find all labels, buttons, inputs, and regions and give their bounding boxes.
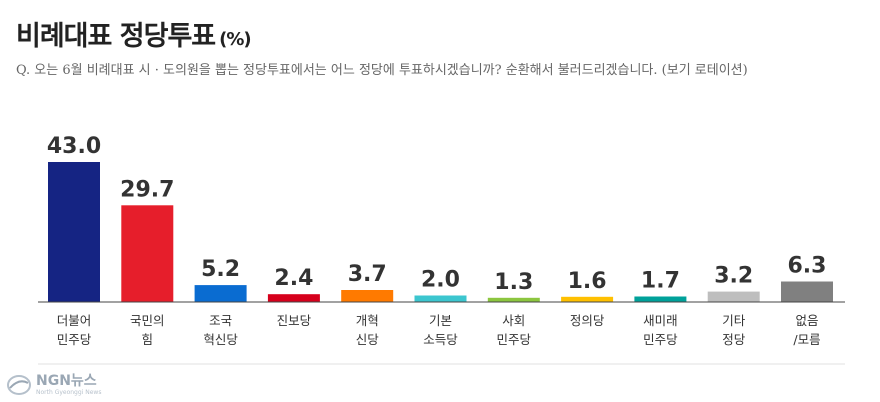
category-label-line: 기본	[429, 313, 452, 328]
bar-6	[488, 298, 540, 302]
category-label-line: 정당	[722, 332, 746, 347]
bar-10	[781, 282, 833, 303]
bar-8	[634, 297, 686, 303]
category-label-line: 사회	[502, 313, 525, 328]
bar-1	[121, 205, 173, 302]
category-label-line: 기타	[722, 313, 746, 328]
category-label-7: 정의당	[570, 313, 605, 328]
category-label-line: 조국	[209, 313, 232, 328]
category-label-line: 소득당	[423, 332, 458, 347]
value-label-10: 6.3	[788, 254, 827, 279]
category-label-line: 새미래	[643, 313, 678, 328]
bar-9	[708, 292, 760, 302]
value-label-0: 43.0	[47, 134, 101, 159]
brand-tagline: North Gyeonggi News	[36, 390, 101, 396]
value-label-4: 3.7	[348, 262, 387, 287]
category-label-line: 진보당	[277, 313, 312, 328]
value-label-2: 5.2	[201, 257, 240, 282]
bar-0	[48, 162, 100, 302]
brand-name: NGN뉴스	[36, 374, 101, 388]
category-label-line: 없음	[795, 313, 818, 328]
value-label-7: 1.6	[568, 269, 607, 294]
category-label-3: 진보당	[277, 313, 312, 328]
category-label-line: 민주당	[497, 332, 532, 347]
category-label-line: 더불어	[57, 313, 92, 328]
category-label-line: 민주당	[643, 332, 678, 347]
category-label-line: 혁신당	[203, 332, 238, 347]
category-label-line: 정의당	[570, 313, 605, 328]
bar-4	[341, 290, 393, 302]
category-label-10: 없음/모름	[793, 313, 820, 347]
brand-logo: NGN뉴스 North Gyeonggi News	[6, 374, 101, 396]
value-label-9: 3.2	[714, 264, 753, 289]
bar-3	[268, 294, 320, 302]
ngn-logo-icon	[6, 374, 32, 396]
value-label-3: 2.4	[274, 266, 313, 291]
category-label-line: 신당	[356, 332, 380, 347]
category-label-line: 힘	[142, 332, 154, 347]
bar-7	[561, 297, 613, 302]
bar-2	[195, 285, 247, 302]
bar-5	[415, 296, 467, 303]
category-label-line: 개혁	[356, 313, 379, 328]
value-label-1: 29.7	[120, 177, 174, 202]
value-label-6: 1.3	[494, 270, 533, 295]
category-label-line: 민주당	[57, 332, 92, 347]
category-label-line: 국민의	[130, 313, 165, 328]
value-label-5: 2.0	[421, 268, 460, 293]
category-label-line: /모름	[793, 332, 820, 347]
value-label-8: 1.7	[641, 269, 680, 294]
